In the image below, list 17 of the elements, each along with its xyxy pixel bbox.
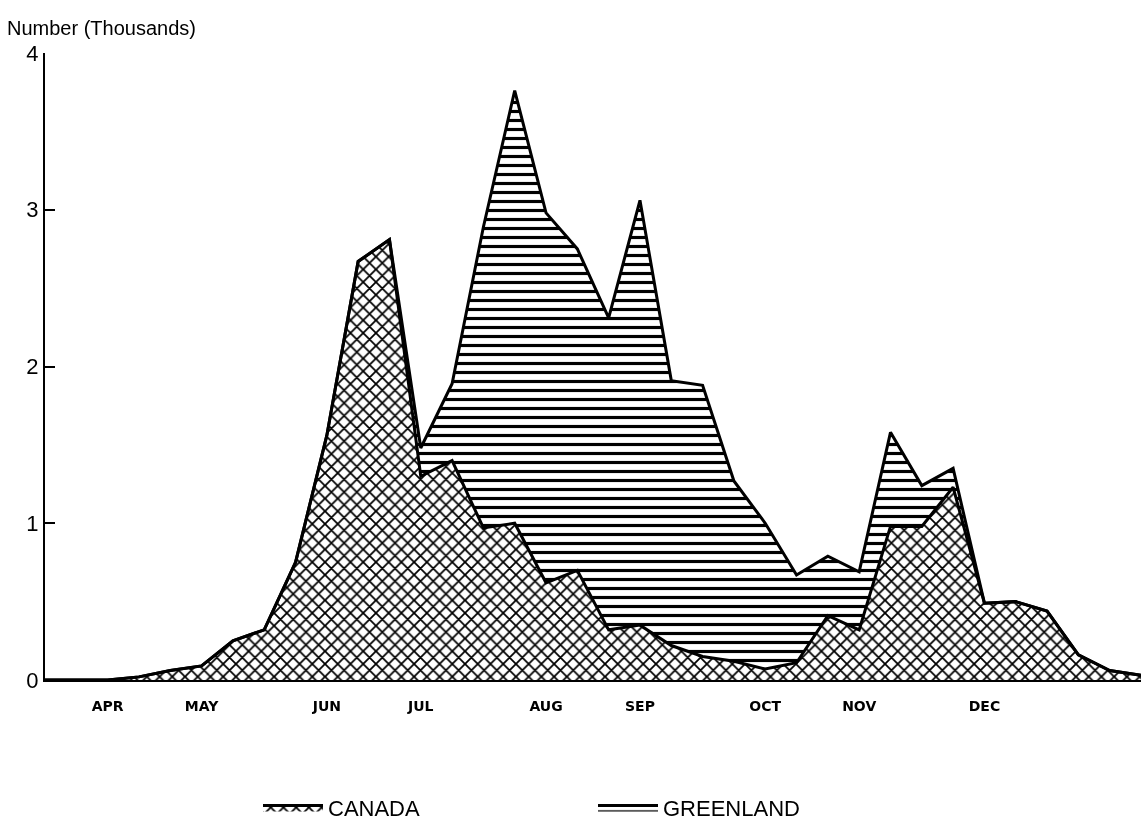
x-tick-label: DEC xyxy=(968,697,1001,714)
y-axis-title: Number (Thousands) xyxy=(7,17,196,39)
y-tick-label: 3 xyxy=(26,197,39,223)
legend-label: GREENLAND xyxy=(663,795,800,821)
y-tick-label: 2 xyxy=(26,354,39,380)
y-tick-label: 1 xyxy=(26,510,39,536)
x-tick-label: OCT xyxy=(749,697,782,714)
x-tick-label: JUL xyxy=(407,697,434,714)
x-tick-label: NOV xyxy=(842,697,877,714)
x-tick-label: JUN xyxy=(311,697,341,714)
legend-label: CANADA xyxy=(328,795,421,821)
x-tick-label: APR xyxy=(91,697,124,714)
y-tick-label: 0 xyxy=(26,667,39,693)
x-tick-label: SEP xyxy=(625,697,655,714)
x-tick-label: AUG xyxy=(529,697,563,714)
x-tick-label: MAY xyxy=(184,697,220,714)
y-tick-label: 4 xyxy=(26,40,39,66)
